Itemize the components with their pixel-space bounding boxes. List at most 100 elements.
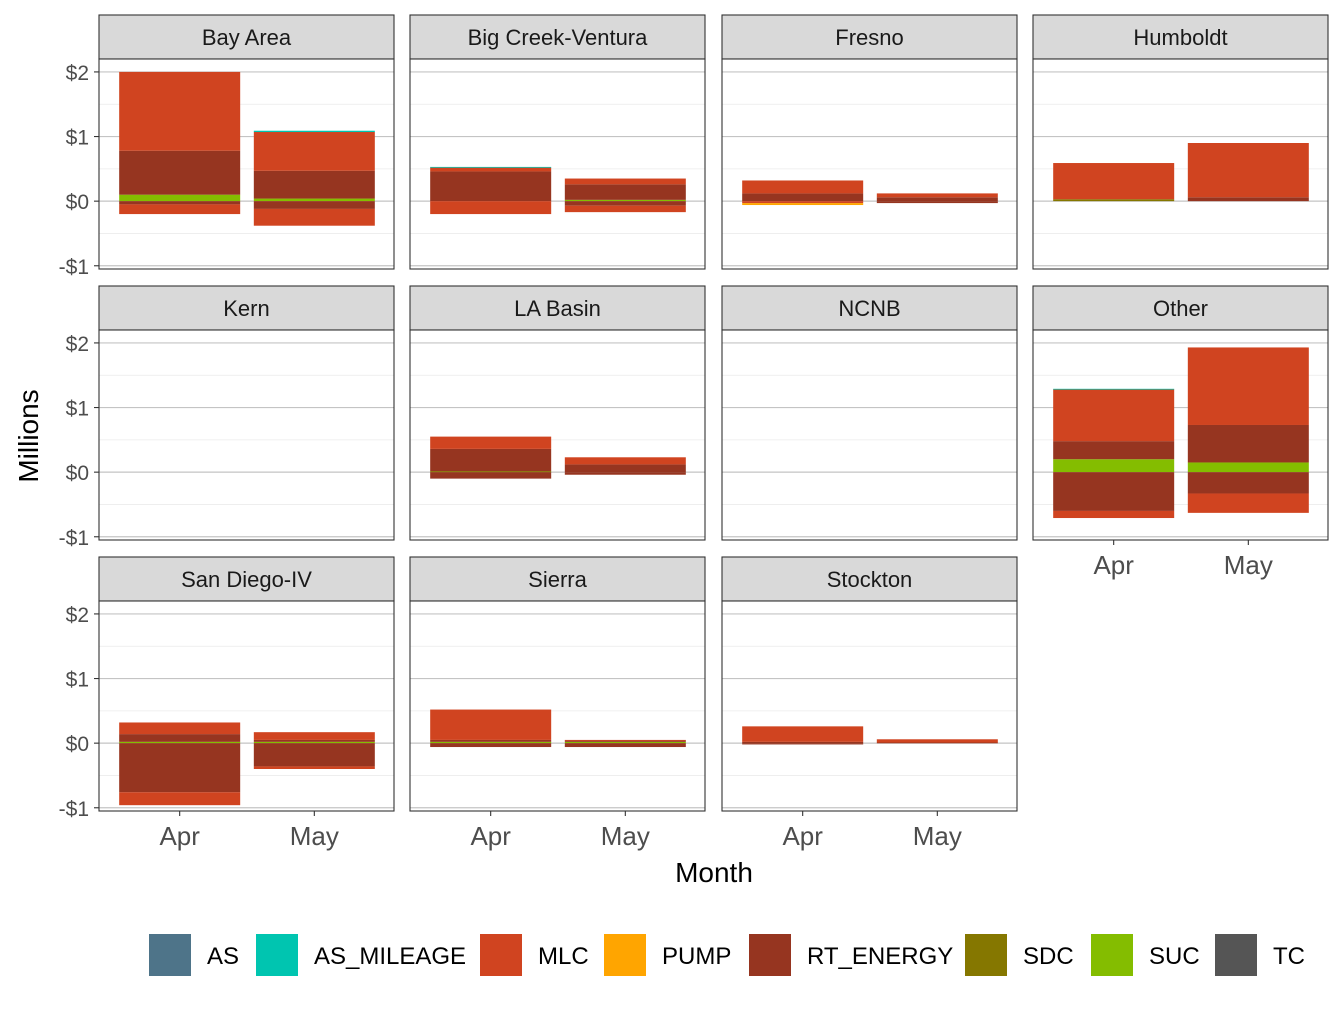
- panel-border-big-creek-ventura: [409, 58, 706, 270]
- y-tick-label: -$1: [59, 798, 89, 821]
- facet-strip-ncnb: [721, 285, 1018, 331]
- bar-segment-fresno-may-mlc: [876, 193, 998, 198]
- bar-segment-sierra-may-rt-energy: [564, 743, 686, 748]
- bar-segment-humboldt-apr-sdc: [1053, 199, 1175, 202]
- bar-segment-other-apr-suc: [1053, 459, 1175, 473]
- x-tick-label: Apr: [1093, 550, 1134, 580]
- bar-segment-big-creek-ventura-apr-mlc: [430, 201, 552, 215]
- y-tick-label: $1: [66, 669, 89, 692]
- bar-segment-la-basin-apr-rt-energy: [430, 448, 552, 472]
- legend-key-mlc: [480, 934, 522, 976]
- facet-title-sierra: Sierra: [528, 567, 587, 592]
- facet-strip-kern: [98, 285, 395, 331]
- bar-segment-la-basin-may-mlc: [564, 457, 686, 465]
- panel-border-other: [1032, 329, 1329, 541]
- bar-segment-big-creek-ventura-may-mlc: [564, 205, 686, 213]
- bar-segment-fresno-apr-mlc: [742, 201, 864, 204]
- bar-segment-san-diego-iv-apr-mlc: [119, 722, 241, 735]
- y-tick-label: $2: [66, 62, 89, 85]
- bar-segment-humboldt-may-rt-energy: [1187, 197, 1309, 202]
- y-tick-label: -$1: [59, 527, 89, 550]
- bar-segment-la-basin-apr-mlc: [430, 436, 552, 449]
- panel-border-sierra: [409, 600, 706, 812]
- panel-background-la-basin: [410, 330, 705, 540]
- bar-segment-fresno-may-rt-energy: [876, 197, 998, 202]
- bar-segment-sierra-apr-mlc: [430, 709, 552, 740]
- x-tick-label: Apr: [470, 821, 511, 851]
- bar-segment-la-basin-apr-rt-energy: [430, 472, 552, 479]
- y-tick-label: $0: [66, 462, 89, 485]
- x-tick-label: May: [1224, 550, 1273, 580]
- panel-background-ncnb: [722, 330, 1017, 540]
- facet-title-stockton: Stockton: [827, 567, 913, 592]
- bar-segment-san-diego-iv-may-rt-energy: [253, 743, 375, 767]
- legend-label-as: AS: [207, 943, 239, 970]
- facet-title-fresno: Fresno: [835, 25, 903, 50]
- facet-title-ncnb: NCNB: [838, 296, 900, 321]
- bar-segment-fresno-may-rt-energy: [876, 201, 998, 204]
- panel-background-fresno: [722, 59, 1017, 269]
- bar-segment-big-creek-ventura-may-suc: [564, 199, 686, 202]
- x-tick-label: May: [913, 821, 962, 851]
- bar-segment-big-creek-ventura-apr-as-mileage: [430, 166, 552, 168]
- bar-segment-sierra-apr-rt-energy: [430, 743, 552, 748]
- facet-title-la-basin: LA Basin: [514, 296, 601, 321]
- bar-segment-big-creek-ventura-apr-rt-energy: [430, 171, 552, 202]
- bar-segment-other-apr-rt-energy: [1053, 441, 1175, 460]
- x-tick-label: Apr: [782, 821, 823, 851]
- bar-segment-big-creek-ventura-may-mlc: [564, 178, 686, 185]
- facet-title-san-diego-iv: San Diego-IV: [181, 567, 312, 592]
- bar-segment-bay-area-apr-mlc: [119, 204, 241, 215]
- panel-border-san-diego-iv: [98, 600, 395, 812]
- bar-segment-fresno-apr-mlc: [742, 180, 864, 194]
- bar-segment-la-basin-may-rt-energy: [564, 464, 686, 473]
- y-tick-label: $1: [66, 127, 89, 150]
- bar-segment-bay-area-may-as-mileage: [253, 130, 375, 133]
- bar-segment-la-basin-may-rt-energy: [564, 472, 686, 475]
- facet-title-kern: Kern: [223, 296, 269, 321]
- y-tick-label: $0: [66, 733, 89, 756]
- panel-border-humboldt: [1032, 58, 1329, 270]
- bar-segment-other-apr-rt-energy: [1053, 472, 1175, 511]
- bar-segment-stockton-may-mlc: [876, 739, 998, 743]
- facet-strip-other: [1032, 285, 1329, 331]
- panel-border-stockton: [721, 600, 1018, 812]
- bar-segment-big-creek-ventura-may-rt-energy: [564, 184, 686, 200]
- bar-segment-other-may-suc: [1187, 462, 1309, 473]
- panel-border-bay-area: [98, 58, 395, 270]
- bar-segment-other-may-rt-energy: [1187, 472, 1309, 494]
- legend-label-pump: PUMP: [662, 943, 731, 970]
- panel-border-la-basin: [409, 329, 706, 541]
- facet-strip-sierra: [409, 556, 706, 602]
- bar-segment-san-diego-iv-apr-rt-energy: [119, 743, 241, 793]
- legend-key-as: [149, 934, 191, 976]
- legend-label-suc: SUC: [1149, 943, 1200, 970]
- bar-segment-humboldt-may-mlc: [1187, 143, 1309, 198]
- legend-key-as-mileage: [256, 934, 298, 976]
- bar-segment-bay-area-may-mlc: [253, 208, 375, 226]
- bar-segment-stockton-apr-mlc: [742, 726, 864, 742]
- bar-segment-big-creek-ventura-may-rt-energy: [564, 201, 686, 206]
- bar-segment-other-may-mlc: [1187, 493, 1309, 513]
- bar-segment-other-apr-mlc: [1053, 510, 1175, 519]
- panel-border-kern: [98, 329, 395, 541]
- bar-segment-san-diego-iv-may-mlc: [253, 766, 375, 769]
- legend-key-suc: [1091, 934, 1133, 976]
- bar-segment-other-apr-mlc: [1053, 389, 1175, 442]
- y-tick-label: $1: [66, 398, 89, 421]
- bar-segment-san-diego-iv-apr-mlc: [119, 792, 241, 806]
- bar-segment-bay-area-may-suc: [253, 198, 375, 202]
- panel-background-sierra: [410, 601, 705, 811]
- bar-segment-bay-area-apr-suc: [119, 194, 241, 202]
- bar-segment-san-diego-iv-may-rt-energy: [253, 739, 375, 742]
- bar-segment-sierra-may-mlc: [564, 739, 686, 741]
- bar-segment-bay-area-may-mlc: [253, 132, 375, 171]
- x-tick-label: May: [290, 821, 339, 851]
- bar-segment-stockton-apr-rt-energy: [742, 741, 864, 744]
- bar-segment-other-apr-as-mileage: [1053, 388, 1175, 390]
- bar-segment-bay-area-may-rt-energy: [253, 170, 375, 199]
- bar-segment-humboldt-apr-mlc: [1053, 163, 1175, 200]
- panel-border-ncnb: [721, 329, 1018, 541]
- legend-label-sdc: SDC: [1023, 943, 1074, 970]
- facet-strip-la-basin: [409, 285, 706, 331]
